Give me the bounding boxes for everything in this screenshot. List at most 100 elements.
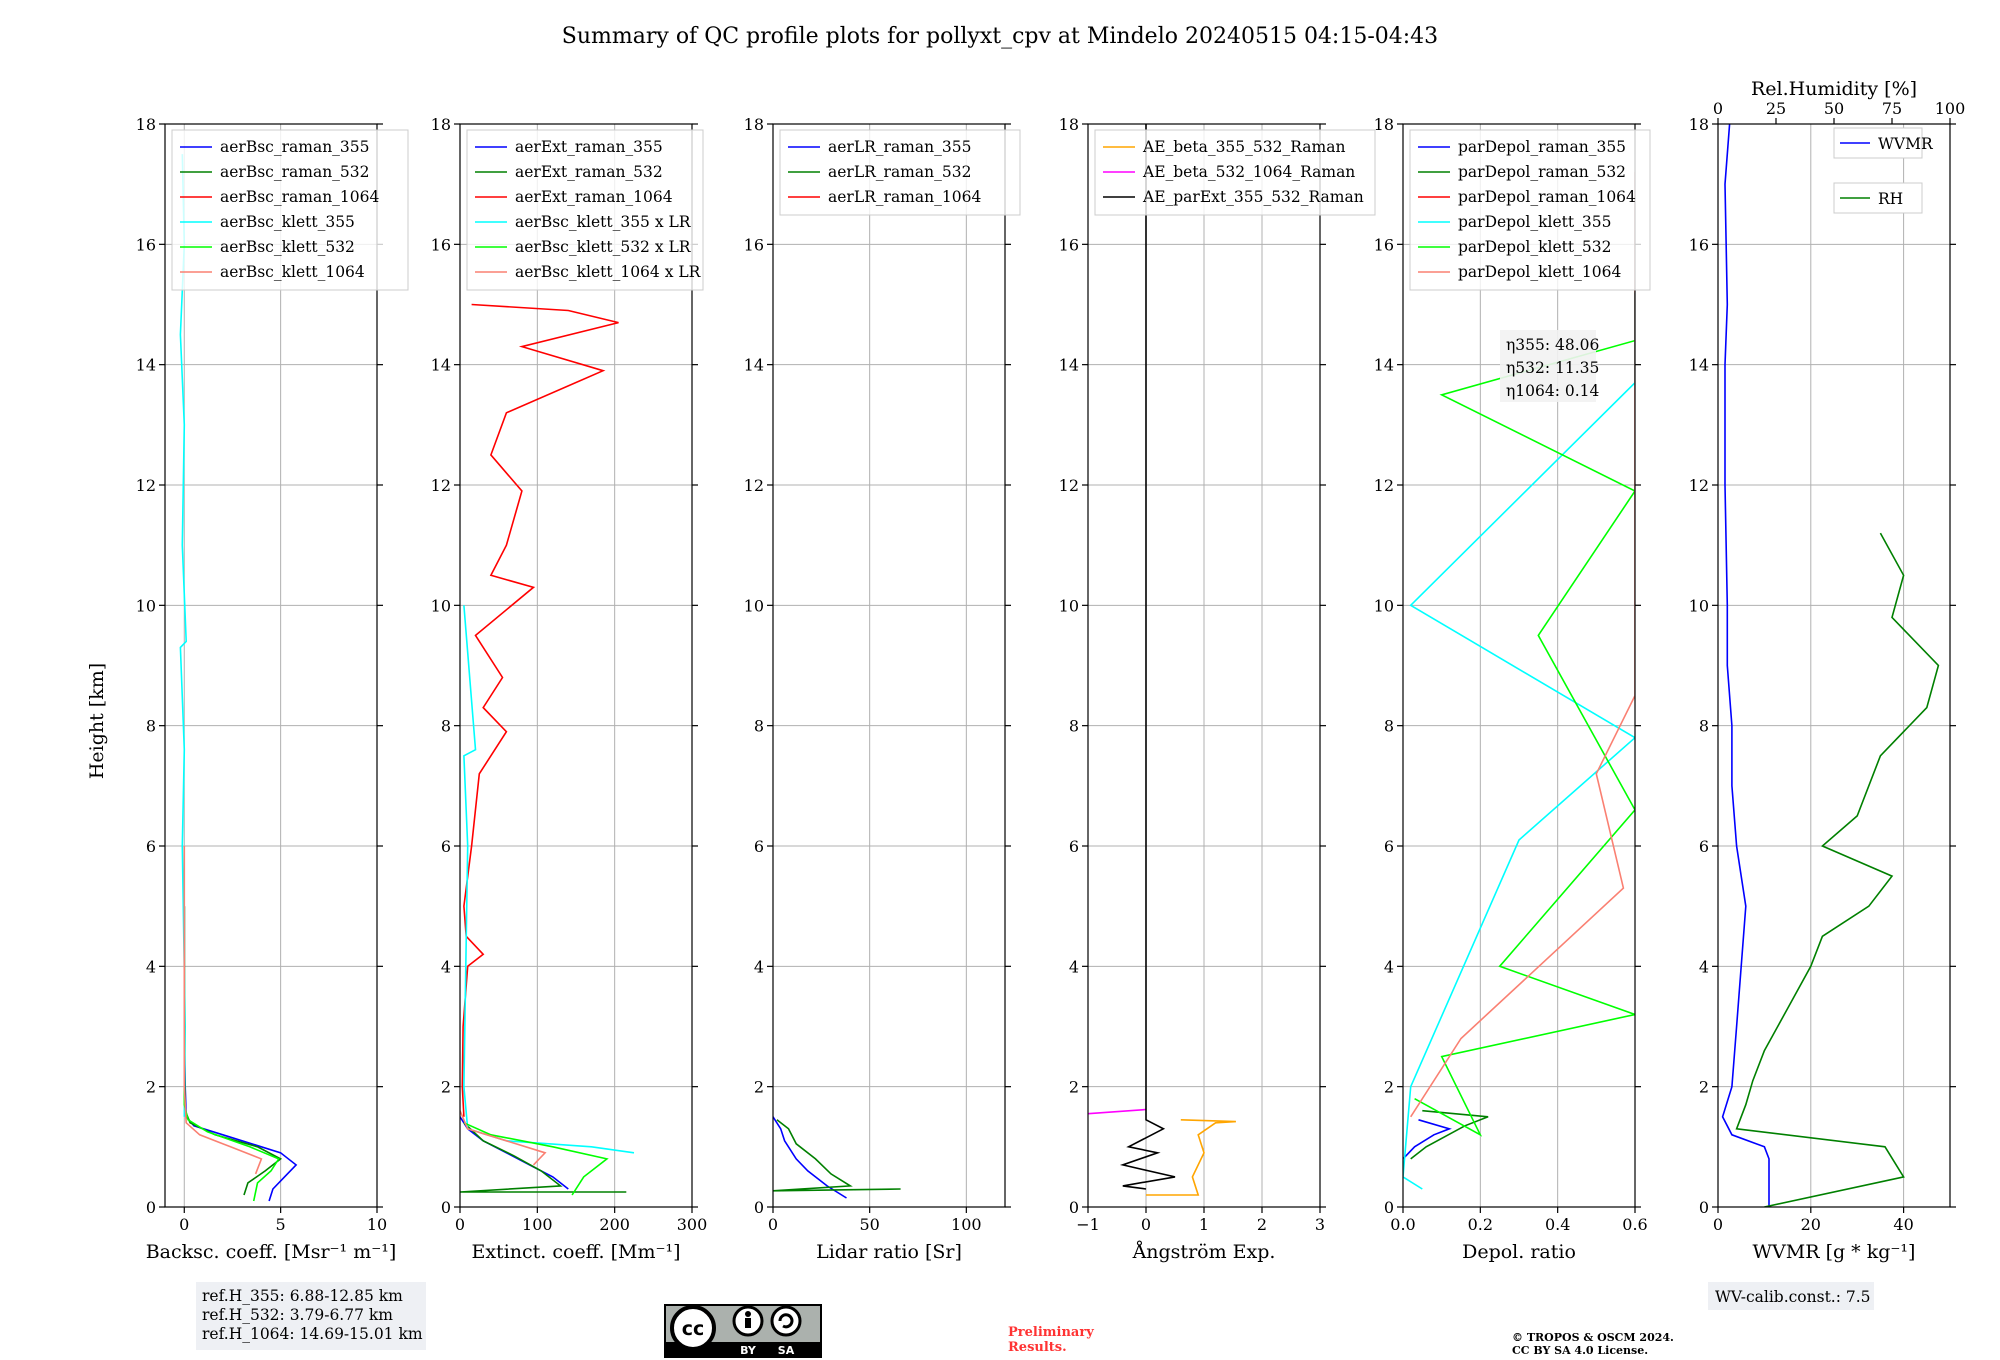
y-tick-label: 18 xyxy=(136,115,156,134)
y-tick-label: 16 xyxy=(136,235,156,254)
series-group xyxy=(1721,124,1940,1207)
y-tick-label: 4 xyxy=(1069,957,1079,976)
y-tick-label: 10 xyxy=(431,596,451,615)
x-tick-label: 50 xyxy=(859,1215,879,1234)
y-tick-label: 8 xyxy=(1699,717,1709,736)
series-line-aerLR_raman_532 xyxy=(773,1119,901,1192)
x-tick-label: 0.2 xyxy=(1468,1215,1493,1234)
y-tick-label: 0 xyxy=(441,1198,451,1217)
y-tick-label: 10 xyxy=(136,596,156,615)
legend-label: AE_parExt_355_532_Raman xyxy=(1142,188,1364,206)
legend-label: aerBsc_klett_1064 xyxy=(220,263,365,281)
panel-frame xyxy=(772,123,1006,1208)
legend: parDepol_raman_355 parDepol_raman_532 parD… xyxy=(1409,129,1651,291)
x-tick-label: 0 xyxy=(179,1215,189,1234)
x2-tick-label: 25 xyxy=(1766,99,1786,118)
y-tick-label: 14 xyxy=(744,356,764,375)
legend-label: aerBsc_klett_532 x LR xyxy=(515,238,692,256)
series-line-aerBsc_klett_1064 x LR xyxy=(460,1110,547,1166)
y-tick-label: 6 xyxy=(146,837,156,856)
y-tick-label: 10 xyxy=(744,596,764,615)
y-tick-label: 16 xyxy=(1059,235,1079,254)
y-tick-label: 6 xyxy=(441,837,451,856)
ref-height-1064: ref.H_1064: 14.69-15.01 km xyxy=(202,1325,423,1343)
legend-label: aerExt_raman_532 xyxy=(515,163,663,181)
x-tick-label: 100 xyxy=(951,1215,982,1234)
eta-annotation-line: η355: 48.06 xyxy=(1506,336,1599,354)
legend-label: aerBsc_klett_355 xyxy=(220,213,355,231)
y-tick-label: 2 xyxy=(1699,1078,1709,1097)
series-group xyxy=(179,154,298,1202)
x-tick-label: 0.6 xyxy=(1622,1215,1647,1234)
y-tick-label: 2 xyxy=(441,1078,451,1097)
x2-tick-label: 50 xyxy=(1824,99,1844,118)
legend-box xyxy=(1833,182,1923,214)
series-line-aerBsc_raman_532 xyxy=(183,906,283,1196)
legend-label: aerExt_raman_1064 xyxy=(515,188,673,206)
y-tick-label: 18 xyxy=(1374,115,1394,134)
y-tick-label: 12 xyxy=(1689,476,1709,495)
y-tick-label: 4 xyxy=(1699,957,1709,976)
series-line-aerBsc_raman_355 xyxy=(183,906,298,1202)
legend: AE_beta_355_532_Raman AE_beta_532_1064_Ra… xyxy=(1094,129,1376,216)
series-line-AE_beta_355_532_Raman xyxy=(1146,1119,1236,1196)
x-tick-label: 200 xyxy=(599,1215,630,1234)
series-line-aerBsc_klett_355 xyxy=(179,154,188,1117)
y-tick-label: 16 xyxy=(1689,235,1709,254)
ref-height-355: ref.H_355: 6.88-12.85 km xyxy=(202,1287,403,1305)
cc-license-badge: cc BY SA xyxy=(664,1304,822,1358)
x-axis-label: Extinct. coeff. [Mm⁻¹] xyxy=(471,1241,680,1263)
eta-annotation-line: η532: 11.35 xyxy=(1506,359,1599,377)
x2-tick-label: 75 xyxy=(1882,99,1902,118)
panel-frame xyxy=(459,123,693,1208)
y-tick-label: 10 xyxy=(1059,596,1079,615)
legend-label: parDepol_klett_1064 xyxy=(1458,263,1621,281)
series-group xyxy=(1088,124,1236,1196)
legend: aerBsc_raman_355 aerBsc_raman_532 aerBsc_r… xyxy=(171,129,409,291)
y-tick-label: 18 xyxy=(1689,115,1709,134)
legend-label: aerLR_raman_355 xyxy=(828,138,971,156)
y-tick-label: 0 xyxy=(754,1198,764,1217)
copyright-text-2: CC BY SA 4.0 License. xyxy=(1512,1344,1648,1357)
badge-sa-text: SA xyxy=(778,1344,795,1357)
panel-5: 0 2 4 6 8 10 12 14 16 18 0.0 0.2 0.4 0.6 Depol. ratio η… xyxy=(1374,115,1651,1263)
series-group xyxy=(773,1116,901,1199)
y-tick-label: 8 xyxy=(1384,717,1394,736)
figure-title: Summary of QC profile plots for pollyxt_… xyxy=(562,24,1438,49)
legend-label: parDepol_raman_532 xyxy=(1458,163,1626,181)
x-axis-label: Depol. ratio xyxy=(1462,1241,1576,1263)
series-line-parDepol_klett_532 xyxy=(1414,339,1635,1137)
x2-tick-label: 0 xyxy=(1713,99,1723,118)
y-tick-label: 6 xyxy=(1699,837,1709,856)
cc-icon xyxy=(670,1305,716,1351)
y-axis-label: Height [km] xyxy=(86,663,108,779)
legend-label: aerBsc_raman_532 xyxy=(220,163,370,181)
series-line-RH xyxy=(1735,532,1940,1207)
legend-label: aerLR_raman_532 xyxy=(828,163,971,181)
x-tick-label: 20 xyxy=(1801,1215,1821,1234)
y-tick-label: 14 xyxy=(1689,356,1709,375)
wv-calib-box-bg xyxy=(1708,1282,1874,1310)
legend-label: parDepol_raman_355 xyxy=(1458,138,1626,156)
x-tick-label: 1 xyxy=(1199,1215,1209,1234)
x-tick-label: 0 xyxy=(1141,1215,1151,1234)
wv-calib-text: WV-calib.const.: 7.5 xyxy=(1715,1288,1871,1306)
series-line-aerBsc_klett_1064 xyxy=(183,846,263,1175)
eta-annotation-bg xyxy=(1500,330,1596,402)
x2-tick-label: 100 xyxy=(1935,99,1966,118)
legend-label: aerBsc_klett_1064 x LR xyxy=(515,263,702,281)
x-axis-label: Ångström Exp. xyxy=(1132,1241,1276,1263)
y-tick-label: 0 xyxy=(146,1198,156,1217)
ref-height-532: ref.H_532: 3.79-6.77 km xyxy=(202,1306,393,1324)
cc-icon-text: cc xyxy=(682,1318,705,1340)
legend-label: RH xyxy=(1878,190,1903,208)
y-tick-label: 12 xyxy=(1374,476,1394,495)
y-tick-label: 8 xyxy=(441,717,451,736)
y-tick-label: 16 xyxy=(431,235,451,254)
x-tick-label: 100 xyxy=(522,1215,553,1234)
eta-annotation-line: η1064: 0.14 xyxy=(1506,382,1600,400)
legend-label: aerExt_raman_355 xyxy=(515,138,663,156)
legend: WVMR RH xyxy=(1833,127,1934,214)
